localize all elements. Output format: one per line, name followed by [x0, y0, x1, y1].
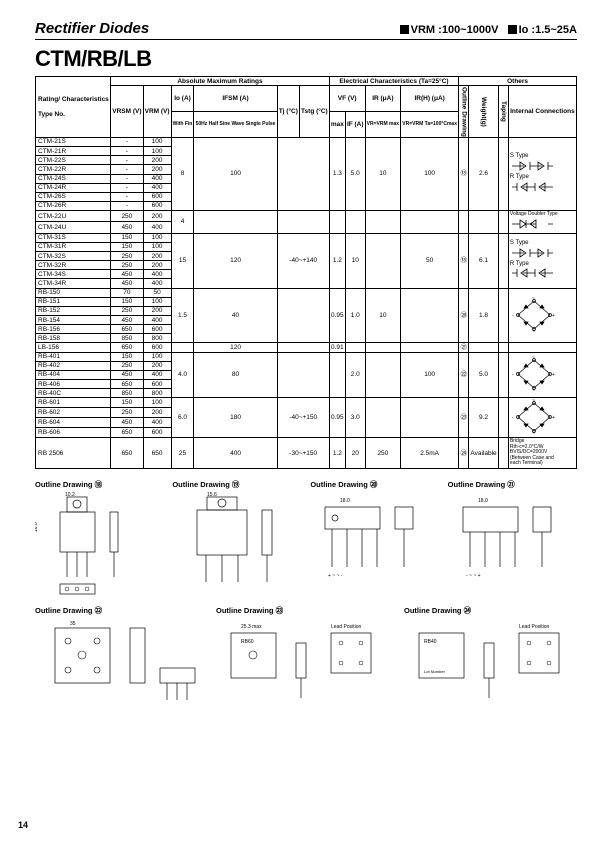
- table-row: CTM-31S15010015120-40~+1401.21050⑱6.1S T…: [36, 233, 577, 242]
- drawing-23: Outline Drawing ㉓ RB60 Lead Position 25.…: [216, 605, 396, 705]
- svg-text:15.6: 15.6: [207, 492, 217, 498]
- drawing-19-svg: 15.6: [172, 492, 302, 597]
- svg-text:~: ~: [532, 329, 535, 332]
- page-title: Rectifier Diodes: [35, 20, 149, 37]
- table-row: LB-1566506001200.91㉑: [36, 343, 577, 352]
- svg-text:Lead Position: Lead Position: [519, 624, 550, 630]
- th-absmax: Absolute Maximum Ratings: [111, 77, 330, 86]
- drawing-21-svg: 18.0 - ~ ~ +: [448, 492, 568, 597]
- th-others: Others: [459, 77, 577, 86]
- svg-text:+ ~ ~ -: + ~ ~ -: [328, 573, 343, 579]
- svg-text:~: ~: [532, 297, 535, 302]
- table-row: CTM-22U2502004Voltage Doubler Type: [36, 211, 577, 222]
- svg-text:- ~ ~ +: - ~ ~ +: [466, 573, 481, 579]
- drawing-22: Outline Drawing ㉒ 35: [35, 605, 208, 705]
- svg-text:~: ~: [532, 388, 535, 391]
- drawing-22-svg: 35: [35, 618, 200, 703]
- page-header: Rectifier Diodes VRM :100~1000V Io :1.5~…: [35, 20, 577, 40]
- drawing-21: Outline Drawing ㉑ 18.0 - ~ ~ +: [448, 479, 577, 599]
- svg-text:18.0: 18.0: [340, 498, 350, 504]
- table-row: RB-4011501004.0802.0100㉒5.0~+~-: [36, 352, 577, 361]
- datasheet-table: Rating/ Characteristics Type No. Absolut…: [35, 76, 577, 469]
- drawing-19: Outline Drawing ⑲ 15.6: [172, 479, 302, 599]
- svg-text:16.0: 16.0: [35, 522, 39, 532]
- svg-text:~: ~: [532, 399, 535, 404]
- drawing-24: Outline Drawing ㉔ RB40 Lot Number Lead P…: [404, 605, 577, 705]
- table-row: RB-15070501.5400.951.010⑳1.8~+~-: [36, 288, 577, 297]
- spec-vrm: VRM :100~1000V Io :1.5~25A: [400, 24, 577, 36]
- svg-text:10.2: 10.2: [65, 492, 75, 498]
- svg-text:RB60: RB60: [241, 639, 254, 645]
- drawing-20: Outline Drawing ⑳ 18.0 + ~ ~ -: [310, 479, 439, 599]
- table-row: RB-6011501006.0180-40~+1500.953.0㉓9.2~+~…: [36, 398, 577, 408]
- svg-text:25.3 max: 25.3 max: [241, 624, 262, 630]
- th-type: Rating/ Characteristics Type No.: [36, 77, 111, 138]
- drawing-18: Outline Drawing ⑱ 10.2 16.0: [35, 479, 164, 599]
- th-elec: Electrical Characteristics (Ta=25°C): [329, 77, 458, 86]
- svg-text:-: -: [512, 415, 514, 421]
- svg-text:Lot Number: Lot Number: [424, 669, 446, 674]
- svg-text:-: -: [512, 372, 514, 378]
- table-row: CTM-21S-10081001.35.010100⑱2.6S TypeR Ty…: [36, 137, 577, 146]
- svg-text:18.0: 18.0: [478, 498, 488, 504]
- svg-text:+: +: [552, 415, 555, 421]
- page-number: 14: [18, 820, 28, 830]
- outline-drawings: Outline Drawing ⑱ 10.2 16.0: [35, 479, 577, 705]
- series-title: CTM/RB/LB: [35, 46, 577, 72]
- drawing-20-svg: 18.0 + ~ ~ -: [310, 492, 430, 597]
- svg-text:+: +: [552, 372, 555, 378]
- svg-text:~: ~: [532, 356, 535, 361]
- drawing-18-svg: 10.2 16.0: [35, 492, 155, 597]
- svg-text:RB40: RB40: [424, 639, 437, 645]
- svg-text:Lead Position: Lead Position: [331, 624, 362, 630]
- drawing-23-svg: RB60 Lead Position 25.3 max: [216, 618, 396, 703]
- svg-text:+: +: [552, 313, 555, 319]
- table-row: RB 250665065025400-30~+1501.2202502.5mA㉔…: [36, 438, 577, 469]
- drawing-24-svg: RB40 Lot Number Lead Position: [404, 618, 574, 703]
- svg-text:35: 35: [70, 621, 76, 627]
- svg-text:-: -: [512, 313, 514, 319]
- svg-text:~: ~: [532, 431, 535, 434]
